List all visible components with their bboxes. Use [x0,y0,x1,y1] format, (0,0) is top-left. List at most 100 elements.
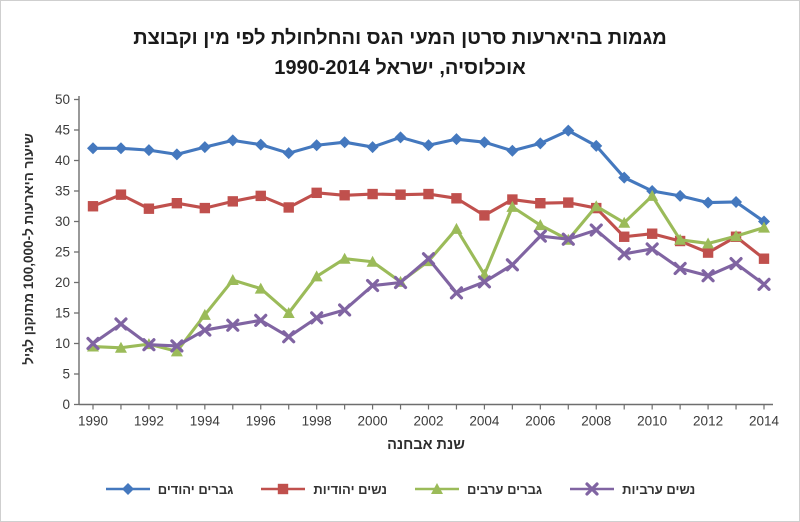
marker-x [310,311,324,325]
series-jewish-men [87,124,770,228]
marker-square [87,201,99,212]
marker-triangle [758,221,770,233]
marker-square [479,210,490,221]
marker-square [115,189,127,200]
marker-x [589,223,603,237]
marker-triangle [310,270,323,282]
marker-x [645,242,659,256]
marker-triangle [170,345,183,357]
legend-item-jewish-women: נשים יהודיות [260,481,387,497]
y-tick-label: 20 [55,275,70,290]
marker-x [254,313,268,327]
marker-square [199,202,211,214]
marker-triangle [646,189,659,201]
marker-x [729,256,743,271]
marker-square [227,196,238,207]
y-tick-label: 10 [55,336,70,351]
chart-title-line1: מגמות בהיארעות סרטן המעי הגס והחלחולת לפ… [133,27,667,49]
marker-square [563,197,574,208]
marker-diamond [338,136,351,149]
marker-x [585,482,599,496]
chart-title: מגמות בהיארעות סרטן המעי הגס והחלחולת לפ… [1,23,799,83]
marker-square [143,203,155,214]
marker-x [561,232,575,246]
marker-x [170,339,184,353]
chart-title-line2: אוכלוסיה, ישראל 1990-2014 [274,57,526,79]
x-tick-label: 2008 [581,414,611,429]
marker-x [533,229,547,243]
x-tick-label: 1994 [190,414,221,429]
x-tick-label: 2000 [358,414,388,429]
marker-diamond [758,215,770,228]
series-jewish-women [87,187,770,264]
legend-label: נשים יהודיות [313,481,387,497]
marker-triangle [506,200,519,212]
y-tick-label: 15 [55,306,70,321]
marker-diamond [450,133,463,146]
marker-diamond [114,142,127,155]
marker-x [282,330,296,344]
marker-diamond [254,138,267,151]
x-tick-label: 1996 [246,414,276,429]
marker-triangle [87,340,99,352]
marker-diamond [121,483,134,495]
marker-triangle [338,252,351,264]
marker-x [421,252,436,266]
marker-diamond [590,139,603,152]
marker-square [423,188,434,200]
marker-triangle [282,307,295,318]
legend-item-jewish-men: גברים יהודים [105,481,234,497]
marker-square [283,202,294,213]
legend-label: גברים יהודים [157,481,234,497]
marker-triangle [226,274,239,286]
marker-triangle [618,216,631,228]
marker-diamond [674,189,687,202]
marker-x [142,338,156,352]
legend-marker-arab-women [570,482,615,496]
marker-triangle [674,233,687,245]
marker-triangle [254,282,267,294]
marker-triangle [590,200,603,212]
marker-diamond [422,139,435,152]
legend-label: נשים ערביות [622,481,696,497]
y-tick-label: 50 [55,92,70,107]
marker-diamond [310,139,323,152]
marker-square [535,198,546,209]
legend-label: גברים ערבים [466,481,543,497]
x-tick-label: 2012 [693,414,723,429]
marker-square [758,253,770,264]
marker-square [339,190,350,201]
x-tick-label: 1992 [134,414,164,429]
marker-diamond [730,195,743,208]
marker-triangle [366,255,379,267]
y-tick-label: 40 [55,153,70,168]
y-tick-label: 35 [55,184,70,199]
marker-diamond [702,196,715,209]
marker-triangle [702,237,715,249]
marker-x [477,275,492,289]
y-tick-label: 5 [62,367,70,382]
marker-square [171,198,183,209]
marker-square [619,231,630,242]
legend-marker-jewish-men [105,483,150,495]
marker-triangle [114,341,127,353]
x-tick-label: 1990 [78,414,108,429]
marker-x [673,261,687,276]
marker-diamond [618,171,631,184]
series-line-arab-men [91,194,766,353]
marker-x [757,277,771,291]
marker-x [393,275,408,290]
marker-triangle [730,230,743,242]
marker-x [505,258,519,272]
marker-x [114,317,128,331]
marker-diamond [170,148,183,161]
marker-diamond [366,141,379,154]
marker-x [226,318,240,332]
marker-square [278,483,289,495]
legend: גברים יהודים נשים יהודיות גברים ערבים נשים … [1,481,799,497]
series-arab-women [86,223,771,353]
y-tick-label: 30 [55,214,70,229]
marker-x [449,286,464,300]
marker-triangle [198,308,211,320]
